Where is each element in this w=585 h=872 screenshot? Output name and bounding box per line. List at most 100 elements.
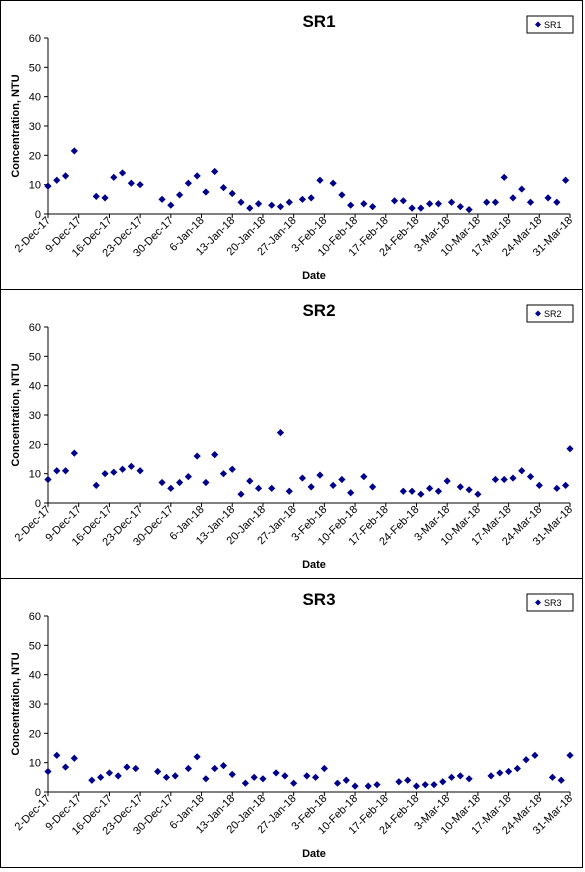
- data-point: [303, 772, 311, 780]
- data-point: [136, 467, 144, 475]
- data-point: [70, 147, 78, 155]
- data-point: [465, 486, 473, 494]
- data-point: [44, 182, 52, 190]
- data-point: [307, 194, 315, 202]
- y-tick-label: 30: [29, 410, 41, 422]
- data-point: [193, 753, 201, 761]
- data-point: [491, 475, 500, 484]
- chart-sr3: SR301020304050602-Dec-179-Dec-1716-Dec-1…: [10, 590, 575, 860]
- legend-box: [526, 593, 574, 612]
- data-point: [364, 782, 372, 790]
- data-point: [566, 751, 574, 759]
- data-point: [491, 198, 500, 206]
- data-point: [316, 471, 324, 479]
- data-point: [110, 173, 118, 181]
- data-point: [123, 763, 131, 771]
- y-tick-label: 50: [29, 351, 41, 363]
- data-point: [281, 772, 289, 780]
- chart-title: SR1: [302, 12, 335, 31]
- data-point: [456, 203, 464, 211]
- data-point: [228, 189, 236, 198]
- data-point: [250, 773, 258, 781]
- data-point: [412, 782, 421, 790]
- data-point: [219, 184, 228, 192]
- data-point: [465, 206, 473, 214]
- y-tick-label: 0: [35, 787, 41, 799]
- data-point: [241, 779, 249, 787]
- data-point: [456, 483, 464, 491]
- chart-sr2: SR201020304050602-Dec-179-Dec-1716-Dec-1…: [10, 301, 575, 571]
- data-point: [399, 197, 407, 205]
- legend-marker: [535, 310, 541, 317]
- data-point: [360, 473, 368, 481]
- y-tick-label: 50: [29, 640, 41, 652]
- data-point: [509, 474, 517, 482]
- data-point: [171, 772, 179, 780]
- data-point: [566, 445, 574, 453]
- data-point: [360, 200, 368, 208]
- data-point: [228, 770, 236, 778]
- data-point: [465, 775, 473, 783]
- legend: SR3: [526, 593, 574, 612]
- data-point: [557, 776, 565, 784]
- data-point: [184, 179, 192, 187]
- data-point: [211, 167, 219, 176]
- legend-label: SR1: [544, 20, 562, 30]
- data-point: [61, 172, 70, 180]
- data-point: [53, 176, 61, 184]
- x-axis-title: Date: [302, 559, 326, 571]
- x-axis-title: Date: [302, 270, 326, 282]
- y-tick-label: 60: [29, 611, 41, 623]
- data-point: [97, 773, 105, 781]
- data-point: [254, 484, 263, 492]
- data-point: [408, 487, 416, 495]
- data-point: [443, 477, 451, 485]
- data-point: [447, 773, 456, 781]
- legend-label: SR3: [544, 598, 562, 608]
- data-point: [44, 475, 52, 484]
- data-point: [351, 782, 359, 790]
- data-point: [167, 484, 175, 492]
- legend-marker: [535, 599, 541, 606]
- data-point: [193, 452, 201, 460]
- y-tick-label: 40: [29, 92, 41, 104]
- chart-sr1: SR101020304050602-Dec-179-Dec-1716-Dec-1…: [10, 12, 575, 282]
- y-tick-label: 30: [29, 121, 41, 133]
- data-point: [202, 188, 210, 196]
- data-point: [526, 198, 535, 206]
- data-point: [202, 478, 210, 487]
- y-tick-label: 20: [29, 150, 41, 162]
- legend: SR1: [526, 15, 574, 34]
- data-point: [158, 478, 166, 487]
- y-tick-label: 0: [35, 209, 41, 221]
- data-point: [105, 769, 114, 777]
- data-point: [290, 779, 298, 787]
- data-point: [487, 772, 495, 780]
- data-point: [474, 490, 482, 498]
- data-point: [175, 191, 184, 199]
- chart-panel-sr3: SR3 0 10 20 30 40 50 60 2-Dec-17 9-Dec-17 16-Dec-1…: [0, 578, 583, 868]
- data-point: [408, 204, 416, 212]
- data-point: [219, 470, 228, 478]
- data-point: [276, 429, 285, 437]
- data-point: [193, 172, 201, 180]
- data-point: [504, 767, 513, 776]
- data-point: [311, 773, 320, 781]
- data-point: [61, 467, 70, 475]
- data-point: [544, 194, 552, 202]
- data-point: [562, 176, 570, 184]
- data-point: [316, 176, 324, 184]
- data-point: [184, 473, 192, 481]
- y-axis-title: Concentration, NTU: [10, 363, 22, 466]
- data-point: [132, 764, 140, 773]
- y-tick-label: 0: [35, 498, 41, 510]
- data-point: [127, 179, 135, 187]
- chart-panel-sr1: SR1 0 10 20 30 40 50 60 2-Dec-17 9-Dec-17 16-Dec-1…: [0, 0, 583, 290]
- data-point: [211, 764, 219, 773]
- y-tick-label: 20: [29, 728, 41, 740]
- data-point: [246, 204, 254, 212]
- data-point: [211, 451, 219, 459]
- data-point: [395, 778, 403, 786]
- data-point: [285, 487, 293, 495]
- data-point: [202, 775, 210, 783]
